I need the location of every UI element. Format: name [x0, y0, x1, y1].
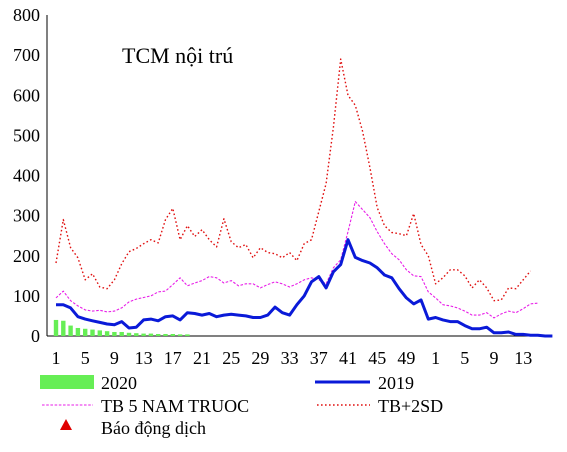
x-tick-label: 9 [490, 348, 499, 368]
y-tick-label: 800 [13, 5, 40, 25]
series-line-2019 [56, 238, 553, 338]
bar-2020 [112, 331, 117, 336]
x-tick-label: 9 [110, 348, 119, 368]
bar-2020 [53, 319, 59, 336]
bar-2020 [177, 334, 183, 336]
bar-2020 [68, 325, 73, 336]
bar-2020 [61, 320, 66, 336]
legend: 2020 2019 TB 5 NAM TRUOC TB+2SD Báo động dịc… [40, 373, 443, 438]
series-line-tb-5-nam [55, 201, 538, 319]
x-tick-label: 13 [135, 348, 153, 368]
x-tick-label: 5 [460, 348, 469, 368]
bar-2020 [97, 330, 102, 336]
legend-label-tb-5-nam: TB 5 NAM TRUOC [101, 396, 249, 416]
x-tick-label: 49 [397, 348, 415, 368]
y-tick-label: 100 [13, 286, 40, 306]
bar-2020 [141, 333, 146, 336]
x-tick-label: 33 [281, 348, 299, 368]
x-tick-label: 21 [193, 348, 211, 368]
series-layer [53, 58, 553, 338]
legend-swatch-2020 [40, 375, 94, 389]
x-tick-label: 5 [81, 348, 90, 368]
bar-2020 [134, 333, 139, 336]
bar-2020 [83, 328, 88, 336]
x-tick-label: 1 [431, 348, 440, 368]
x-tick-label: 17 [164, 348, 182, 368]
y-axis: 0 100 200 300 400 500 600 700 800 [13, 5, 48, 346]
legend-label-2019: 2019 [378, 373, 414, 393]
y-tick-label: 400 [13, 166, 40, 186]
y-tick-label: 600 [13, 85, 40, 105]
y-tick-label: 0 [31, 326, 40, 346]
bar-2020 [90, 329, 95, 336]
y-tick-label: 500 [13, 125, 40, 145]
x-tick-label: 29 [251, 348, 269, 368]
bar-2020 [148, 333, 154, 336]
bar-2020 [119, 331, 124, 336]
bar-2020 [75, 327, 81, 336]
x-axis: 1 5 9 13 17 21 25 29 33 37 41 45 49 1 5 9 13 [47, 335, 546, 368]
y-tick-label: 200 [13, 246, 40, 266]
y-tick-label: 700 [13, 45, 40, 65]
legend-label-2020: 2020 [101, 373, 137, 393]
bar-2020 [156, 333, 161, 336]
x-tick-label: 1 [52, 348, 61, 368]
x-tick-label: 41 [339, 348, 357, 368]
bar-2020 [126, 332, 132, 336]
x-tick-label: 25 [222, 348, 240, 368]
bar-2020 [185, 334, 190, 336]
legend-swatch-alert-triangle [60, 419, 72, 430]
x-tick-label: 13 [514, 348, 532, 368]
y-tick-label: 300 [13, 206, 40, 226]
legend-label-alert: Báo động dịch [101, 418, 206, 438]
bar-2020 [104, 331, 110, 336]
x-tick-label: 37 [310, 348, 328, 368]
chart-title: TCM nội trú [122, 43, 233, 68]
x-tick-label: 45 [368, 348, 386, 368]
series-line-tb-2sd [55, 58, 532, 302]
bar-2020 [163, 333, 168, 336]
legend-label-tb-2sd: TB+2SD [378, 396, 443, 416]
bar-2020 [170, 333, 175, 336]
